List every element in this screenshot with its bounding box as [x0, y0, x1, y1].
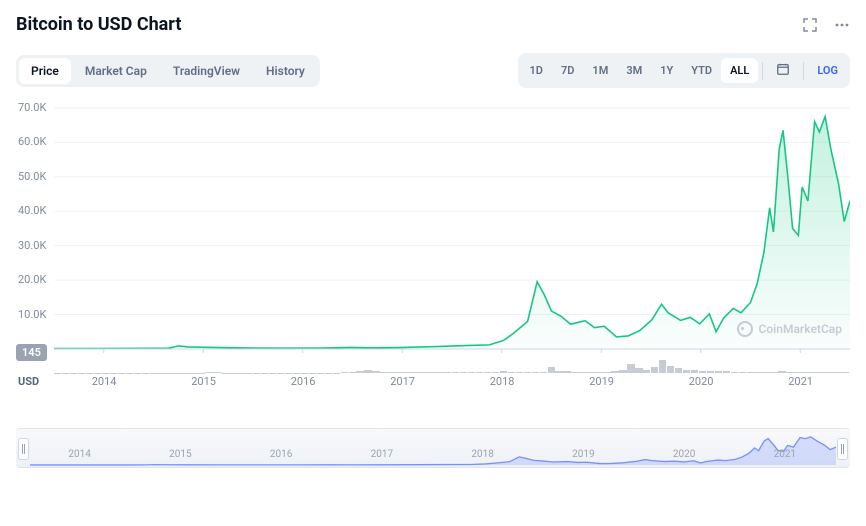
y-tick-label: 10.0K: [18, 308, 46, 321]
x-tick-label: 2019: [589, 375, 614, 388]
time-ranges: 1D 7D 1M 3M 1Y YTD ALL LOG: [518, 53, 851, 88]
range-1m[interactable]: 1M: [583, 58, 617, 83]
price-badge: 145: [16, 344, 47, 361]
y-tick-label: 40.0K: [18, 204, 46, 217]
x-tick-label: 2016: [291, 375, 316, 388]
fullscreen-icon[interactable]: [802, 17, 818, 33]
more-icon[interactable]: [834, 17, 850, 33]
y-tick-label: 20.0K: [18, 273, 46, 286]
mini-year-label: 2018: [471, 449, 493, 460]
navigator-handle-right[interactable]: [837, 438, 848, 460]
y-tick-label: 60.0K: [18, 135, 46, 148]
y-tick-label: 70.0K: [18, 101, 46, 114]
x-tick-label: 2015: [191, 375, 216, 388]
x-tick-label: 2020: [689, 375, 714, 388]
tab-history[interactable]: History: [254, 58, 317, 84]
calendar-icon[interactable]: [767, 56, 799, 85]
main-chart: 70.0K60.0K50.0K40.0K30.0K20.0K10.0K 145 …: [16, 96, 850, 426]
page-title: Bitcoin to USD Chart: [16, 14, 181, 35]
tab-marketcap[interactable]: Market Cap: [73, 58, 159, 84]
y-tick-label: 50.0K: [18, 170, 46, 183]
x-tick-label: 2014: [92, 375, 117, 388]
x-tick-label: 2017: [390, 375, 415, 388]
usd-label: USD: [18, 375, 39, 388]
log-toggle[interactable]: LOG: [808, 58, 847, 83]
y-tick-label: 30.0K: [18, 239, 46, 252]
tab-price[interactable]: Price: [19, 58, 71, 84]
x-tick-label: 2021: [788, 375, 813, 388]
mini-year-label: 2019: [572, 449, 594, 460]
tab-tradingview[interactable]: TradingView: [161, 58, 252, 84]
range-ytd[interactable]: YTD: [682, 58, 721, 83]
range-3m[interactable]: 3M: [617, 58, 651, 83]
mini-year-label: 2014: [68, 449, 90, 460]
mini-year-label: 2021: [774, 449, 796, 460]
volume-bars: [54, 343, 850, 373]
logo-icon: [737, 321, 753, 337]
mini-year-label: 2016: [270, 449, 292, 460]
chart-header: Bitcoin to USD Chart: [16, 14, 850, 35]
range-all[interactable]: ALL: [721, 58, 758, 83]
navigator-handle-left[interactable]: [18, 438, 29, 460]
navigator-chart[interactable]: 2014 2015 2016 2017 2018 2019 2020 2021: [16, 428, 850, 468]
mini-year-label: 2015: [169, 449, 191, 460]
x-tick-label: 2018: [490, 375, 515, 388]
range-1d[interactable]: 1D: [521, 58, 552, 83]
range-7d[interactable]: 7D: [552, 58, 583, 83]
mini-year-label: 2020: [673, 449, 695, 460]
chart-controls: Price Market Cap TradingView History 1D …: [16, 53, 850, 88]
metric-tabs: Price Market Cap TradingView History: [16, 55, 320, 87]
mini-year-label: 2017: [371, 449, 393, 460]
watermark: CoinMarketCap: [737, 321, 842, 337]
range-1y[interactable]: 1Y: [651, 58, 682, 83]
